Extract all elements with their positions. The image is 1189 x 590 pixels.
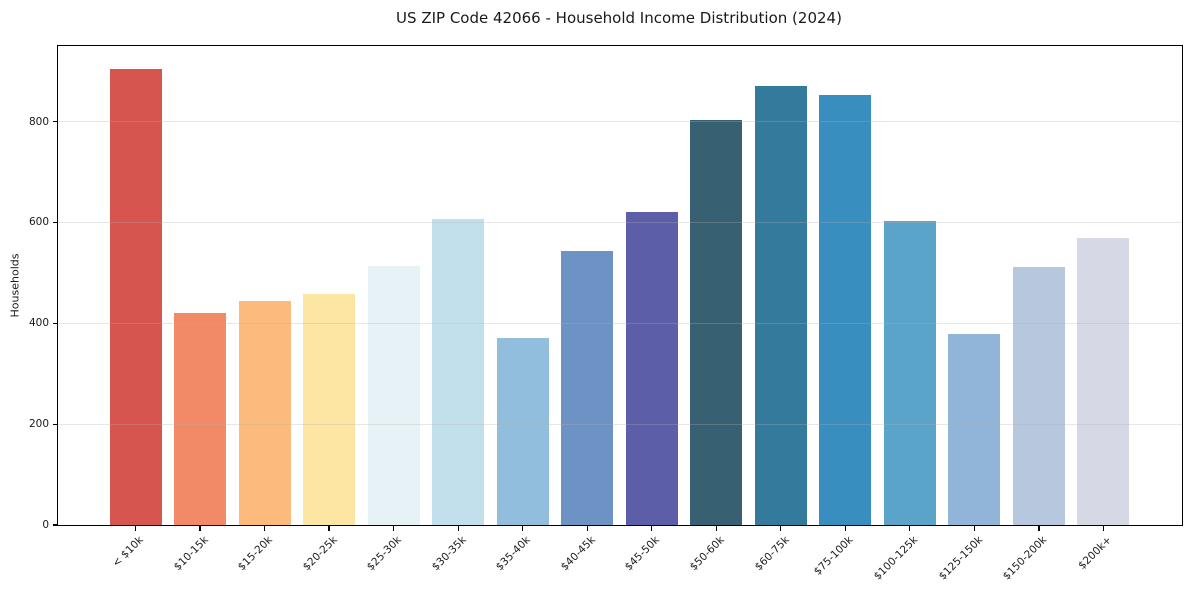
x-tick-mark (1102, 526, 1105, 531)
bar (238, 300, 291, 525)
x-tick-label: $60-75k (752, 534, 792, 574)
x-tick-label: $125-150k (936, 534, 985, 583)
bar (109, 68, 162, 525)
x-tick-mark (134, 526, 137, 531)
bar (561, 250, 614, 525)
y-tick-label: 200 (28, 418, 49, 431)
y-tick-mark (53, 322, 58, 324)
bar (496, 338, 549, 525)
gridline (58, 423, 1182, 425)
bar (367, 265, 420, 525)
x-tick-mark (715, 526, 717, 531)
x-tick-label: $50-60k (687, 534, 727, 574)
x-tick-label: $75-100k (812, 534, 856, 578)
x-tick-mark (586, 526, 588, 531)
x-tick-label: $200k+ (1076, 534, 1114, 572)
x-tick-mark (393, 526, 395, 531)
x-tick-mark (199, 526, 201, 531)
bar (303, 293, 356, 525)
bar (625, 212, 678, 525)
x-tick-mark (909, 526, 911, 531)
x-tick-label: $45-50k (623, 534, 663, 574)
x-tick-label: $35-40k (494, 534, 534, 574)
bar (754, 85, 807, 525)
x-tick-label: $25-30k (365, 534, 405, 574)
y-tick-label: 800 (28, 115, 49, 128)
gridline (58, 322, 1182, 324)
y-tick-label: 600 (28, 216, 49, 229)
x-tick-label: $10-15k (171, 534, 211, 574)
x-tick-mark (780, 526, 782, 531)
x-tick-label: $15-20k (235, 534, 276, 574)
y-tick-mark (53, 121, 58, 123)
bar (1012, 266, 1065, 525)
chart-title: US ZIP Code 42066 - Household Income Dis… (396, 9, 842, 27)
x-tick-label: $20-25k (300, 534, 340, 574)
bar (690, 120, 743, 525)
bar (883, 220, 936, 525)
x-tick-mark (973, 526, 976, 531)
plot-area (57, 45, 1183, 526)
bar (1077, 237, 1130, 525)
gridline (58, 221, 1182, 223)
bar (948, 333, 1001, 525)
x-tick-mark (263, 526, 266, 531)
bar (432, 218, 485, 525)
x-tick-mark (328, 526, 330, 531)
y-tick-label: 0 (42, 519, 49, 531)
x-tick-label: < $10k (110, 534, 146, 570)
gridline (58, 121, 1182, 123)
y-tick-mark (53, 423, 58, 425)
y-tick-mark (53, 221, 58, 224)
x-tick-label: $30-35k (429, 534, 469, 574)
x-tick-mark (457, 526, 459, 531)
y-tick-mark (53, 524, 58, 526)
x-tick-mark (522, 526, 524, 531)
x-tick-label: $100-125k (871, 534, 921, 583)
bar (174, 313, 227, 525)
y-tick-label: 400 (28, 317, 49, 330)
x-tick-label: $150-200k (1000, 534, 1050, 583)
x-tick-label: $40-45k (558, 534, 598, 574)
x-tick-mark (1038, 526, 1040, 531)
x-tick-mark (844, 526, 846, 531)
x-tick-mark (651, 526, 653, 531)
bar (819, 94, 872, 525)
